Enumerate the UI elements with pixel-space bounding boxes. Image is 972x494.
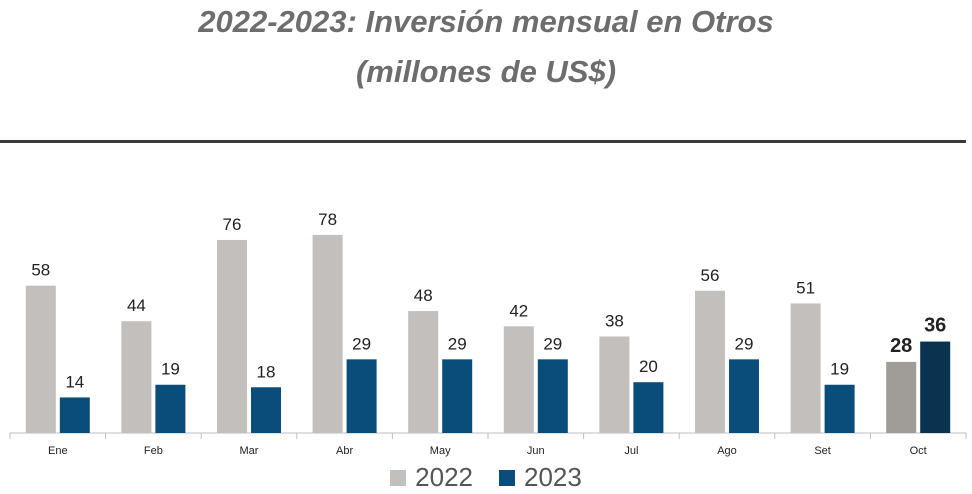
data-label-2023-feb: 19: [161, 360, 180, 379]
legend-swatch-2022: [390, 469, 407, 486]
bar-2023-feb: [155, 384, 186, 433]
bar-chart: 58 14 Ene 44 19 Feb 76 18 Mar 78 29 Abr 48 29 May 42 29 J…: [9, 210, 967, 457]
bar-2023-abr: [346, 359, 377, 433]
bar-2023-ene: [59, 397, 90, 433]
bar-2022-jun: [503, 326, 534, 433]
bar-2022-set: [790, 303, 821, 433]
bar-2023-ago: [729, 359, 759, 433]
data-label-2022-may: 48: [414, 286, 433, 305]
bar-2022-mar: [217, 239, 247, 433]
legend-swatch-2023: [499, 469, 515, 486]
bar-2022-may: [408, 311, 439, 433]
legend-label-2022: 2022: [415, 462, 473, 492]
data-label-2023-oct: 36: [924, 315, 946, 337]
data-label-2023-jun: 29: [543, 334, 562, 353]
data-label-2022-oct: 28: [890, 335, 912, 357]
x-tick-label-ago: Ago: [717, 445, 737, 457]
data-label-2022-ene: 58: [31, 261, 50, 280]
data-label-2022-feb: 44: [127, 296, 146, 315]
bar-2022-ene: [25, 285, 56, 433]
bar-2022-ago: [695, 290, 725, 433]
x-tick-label-may: May: [430, 445, 451, 457]
bar-2023-jun: [537, 359, 568, 433]
data-label-2022-jun: 42: [509, 301, 528, 320]
bar-2022-oct: [886, 361, 917, 433]
legend: 2022 2023: [0, 462, 972, 493]
x-tick-label-feb: Feb: [144, 445, 163, 457]
x-tick-label-ene: Ene: [48, 445, 68, 457]
x-tick-label-set: Set: [814, 445, 831, 457]
chart-subtitle: (millones de US$): [355, 54, 617, 89]
bar-2022-feb: [121, 321, 152, 433]
bar-2022-abr: [312, 234, 343, 433]
bar-2023-may: [442, 359, 473, 433]
data-label-2023-abr: 29: [352, 334, 371, 353]
data-label-2022-abr: 78: [318, 210, 337, 229]
data-label-2023-set: 19: [830, 360, 849, 379]
data-label-2022-jul: 38: [605, 311, 624, 330]
x-tick-label-jul: Jul: [624, 445, 638, 457]
data-label-2022-mar: 76: [223, 215, 242, 234]
data-label-2023-jul: 20: [639, 357, 658, 376]
x-tick-label-oct: Oct: [910, 445, 927, 457]
legend-label-2023: 2023: [524, 462, 582, 492]
legend-item-2023: 2023: [499, 462, 582, 493]
data-label-2023-ago: 29: [735, 334, 754, 353]
x-tick-label-mar: Mar: [240, 445, 259, 457]
legend-item-2022: 2022: [390, 462, 473, 493]
bar-2023-mar: [251, 387, 281, 433]
data-label-2023-mar: 18: [257, 362, 276, 381]
bar-2023-oct: [920, 341, 951, 433]
chart-title: 2022-2023: Inversión mensual en Otros: [198, 4, 774, 39]
data-label-2022-ago: 56: [701, 266, 720, 285]
bar-2022-jul: [599, 336, 630, 433]
data-label-2022-set: 51: [796, 278, 815, 297]
data-label-2023-may: 29: [448, 334, 467, 353]
bar-2023-set: [824, 384, 855, 433]
bar-2023-jul: [633, 382, 664, 433]
data-label-2023-ene: 14: [65, 372, 84, 391]
x-tick-label-abr: Abr: [336, 445, 353, 457]
title-divider: [0, 140, 966, 143]
x-tick-label-jun: Jun: [527, 445, 545, 457]
